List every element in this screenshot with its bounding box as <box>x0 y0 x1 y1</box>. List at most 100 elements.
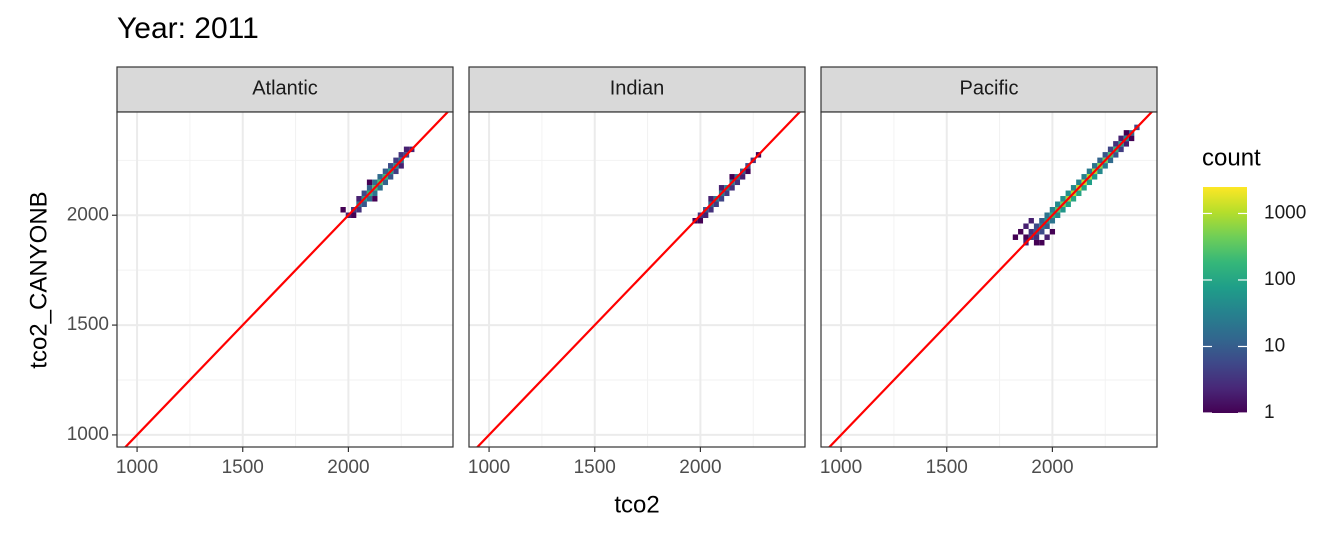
bin <box>393 168 399 175</box>
x-tick-label: 2000 <box>327 457 369 478</box>
x-tick-label: 1000 <box>116 457 158 478</box>
bin <box>1118 135 1124 142</box>
bin <box>1123 130 1129 136</box>
panel <box>821 112 1157 447</box>
panel-border <box>820 111 1158 448</box>
x-tick-label: 1500 <box>926 457 968 478</box>
y-tick-label: 1500 <box>67 314 109 335</box>
bin <box>1102 163 1108 169</box>
bin <box>1076 190 1082 197</box>
color-bar-label: 1000 <box>1264 202 1306 223</box>
bin <box>1012 234 1019 240</box>
bin <box>1044 212 1050 218</box>
x-tick-label: 1500 <box>574 457 616 478</box>
bin <box>393 157 399 164</box>
bin <box>708 196 714 202</box>
color-bar <box>1203 187 1247 413</box>
bin <box>366 185 373 191</box>
color-bar-label: 100 <box>1264 269 1296 290</box>
bin <box>351 212 357 218</box>
bin <box>388 163 394 169</box>
bin <box>703 212 709 218</box>
panel <box>117 112 453 447</box>
bin <box>1113 141 1119 147</box>
x-tick-label: 2000 <box>679 457 721 478</box>
panel <box>469 112 805 447</box>
color-bar-label: 1 <box>1264 402 1275 423</box>
bin <box>372 190 378 197</box>
panel-border <box>468 111 806 448</box>
bin <box>1049 207 1056 213</box>
bin <box>1102 152 1108 158</box>
bin <box>403 146 410 153</box>
identity-line <box>475 112 802 447</box>
bin <box>1055 201 1061 208</box>
bin <box>382 168 389 175</box>
bin <box>1070 185 1077 191</box>
x-axis-title: tco2 <box>614 491 659 518</box>
x-tick-label: 1000 <box>820 457 862 478</box>
bin <box>734 179 741 186</box>
color-bar-label: 10 <box>1264 336 1285 357</box>
legend-title: count <box>1202 144 1261 171</box>
strip-label: Atlantic <box>252 77 318 99</box>
bin <box>724 190 730 197</box>
bin <box>377 174 383 180</box>
bin <box>1033 223 1040 229</box>
bin <box>1086 168 1093 175</box>
strip-label: Indian <box>610 77 665 99</box>
bin <box>1028 217 1034 224</box>
bin <box>1076 179 1082 186</box>
x-tick-label: 1000 <box>468 457 510 478</box>
bin <box>697 217 704 224</box>
panel-border <box>116 111 454 448</box>
y-tick-label: 1000 <box>67 424 109 445</box>
bin <box>1097 157 1103 164</box>
bin <box>366 179 373 186</box>
bin <box>1033 239 1040 246</box>
bin <box>1065 190 1071 197</box>
bin <box>1049 228 1056 235</box>
bin <box>1065 201 1071 208</box>
bin <box>729 174 735 180</box>
bin <box>1107 146 1114 153</box>
bin <box>398 163 404 169</box>
strip <box>820 66 1158 113</box>
bin <box>398 152 404 158</box>
bin <box>1107 157 1114 164</box>
identity-line <box>123 112 450 447</box>
y-tick-label: 2000 <box>67 204 109 225</box>
bin <box>340 207 346 213</box>
bin <box>745 168 751 175</box>
bin <box>1028 228 1034 235</box>
bin <box>361 190 367 197</box>
chart-title: Year: 2011 <box>117 12 259 45</box>
bin <box>708 207 714 213</box>
x-tick-label: 2000 <box>1031 457 1073 478</box>
bin <box>1097 168 1103 175</box>
strip <box>468 66 806 113</box>
bin <box>1123 141 1129 147</box>
bin <box>740 174 746 180</box>
bin <box>1023 234 1029 240</box>
bin <box>1039 228 1045 235</box>
bin <box>1092 163 1098 169</box>
bin <box>372 196 378 202</box>
bin <box>1044 234 1050 240</box>
bin <box>1086 179 1093 186</box>
bin <box>388 174 394 180</box>
bin <box>1039 217 1045 224</box>
bin <box>713 201 719 208</box>
bin <box>1113 152 1119 158</box>
bin <box>1023 223 1029 229</box>
bin <box>718 185 725 191</box>
bin <box>1039 239 1045 246</box>
bin <box>1129 135 1135 142</box>
bin <box>356 196 362 202</box>
bin <box>361 201 367 208</box>
bin <box>1060 207 1066 213</box>
bin <box>1060 196 1066 202</box>
bin <box>1092 174 1098 180</box>
bin <box>382 179 389 186</box>
